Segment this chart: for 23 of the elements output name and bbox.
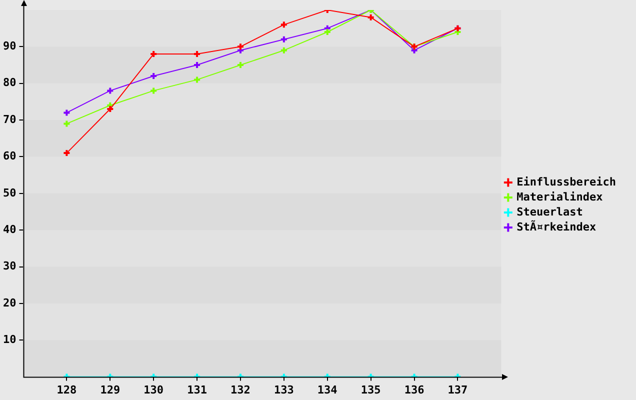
x-tick-label: 136: [404, 383, 425, 396]
x-tick-label: 132: [230, 383, 250, 396]
y-tick-label: 30: [2, 260, 16, 273]
x-tick-label: 137: [448, 383, 468, 396]
x-tick-label: 130: [144, 383, 164, 396]
y-tick-label: 80: [2, 76, 16, 90]
y-tick-label: 90: [2, 40, 16, 53]
x-tick-label: 135: [360, 383, 381, 396]
y-tick-label: 60: [2, 150, 16, 163]
legend-label: StÃ¤rkeindex: [516, 219, 597, 234]
y-tick-label: 10: [2, 332, 16, 346]
legend-label: Einflussbereich: [516, 175, 616, 188]
x-tick-label: 129: [100, 383, 120, 396]
y-tick-label: 40: [2, 222, 16, 236]
x-tick-label: 131: [187, 383, 208, 396]
x-tick-label: 134: [317, 383, 338, 396]
y-tick-label: 50: [2, 186, 16, 200]
y-tick-label: 20: [2, 296, 16, 310]
x-tick-label: 133: [274, 383, 294, 396]
y-tick-label: 70: [2, 112, 16, 126]
legend-label: Materialindex: [516, 190, 604, 204]
x-tick-label: 128: [56, 383, 77, 396]
legend-label: Steuerlast: [516, 205, 583, 218]
